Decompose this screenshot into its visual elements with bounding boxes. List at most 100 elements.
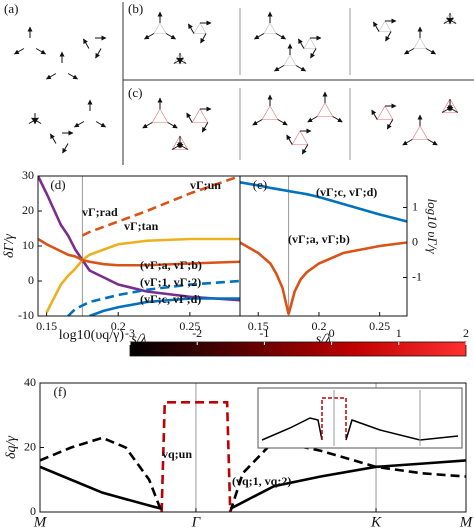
x-tick-label: Γ [191, 514, 202, 530]
y-axis-label: δq/γ [4, 436, 19, 459]
series-line [38, 237, 240, 267]
arrow [45, 73, 57, 80]
x-tick-label: 0.25 [369, 319, 390, 333]
triangle [291, 130, 309, 145]
arrow [142, 122, 153, 129]
arrow [173, 57, 184, 64]
inset-curve [345, 419, 459, 441]
triangle [303, 37, 317, 49]
arrow [28, 117, 39, 124]
triangle [153, 22, 167, 34]
series-line [240, 181, 407, 223]
colorbar [129, 341, 467, 357]
panel-label: (a) [4, 1, 18, 16]
series-line [89, 297, 240, 316]
y-tick-label: 40 [24, 375, 36, 389]
arrow [165, 33, 177, 40]
series-line [38, 176, 240, 302]
arrow [286, 134, 293, 145]
triangle [316, 102, 334, 117]
triangle [411, 125, 429, 140]
series-line [228, 439, 466, 512]
series-label: vΓ;tan [124, 219, 159, 233]
y-tick-label: 10 [22, 238, 34, 252]
arrow [301, 144, 309, 155]
panel-label: (f) [54, 384, 67, 399]
triangle [376, 105, 394, 120]
y-tick-label: 20 [24, 439, 36, 453]
arrow [275, 33, 287, 40]
arrow [167, 122, 178, 129]
arrow [201, 122, 209, 133]
series-label: (vΓ;1, vΓ;2) [140, 275, 201, 289]
series-label: vΓ;rad [82, 205, 118, 219]
colorbar-tick-label: 2 [463, 326, 469, 340]
arrow [186, 112, 193, 123]
arrow [83, 38, 90, 49]
arrow [252, 119, 263, 126]
arrow [298, 38, 305, 49]
arrow [310, 48, 317, 59]
panel-label: (e) [253, 177, 267, 192]
arrow [273, 65, 285, 72]
series-line [40, 436, 163, 512]
series-line [45, 237, 240, 314]
series-label: vq;un [162, 447, 192, 461]
inset [257, 387, 463, 449]
arrow [403, 48, 415, 55]
arrow [253, 33, 265, 40]
triangle [261, 105, 279, 120]
y2-tick-label: 0 [412, 234, 418, 248]
arrow [295, 65, 307, 72]
arrow [386, 119, 394, 130]
arrow [427, 139, 438, 146]
triangle [171, 135, 189, 150]
arrow [50, 133, 57, 144]
y2-tick-label: -1 [412, 269, 422, 283]
colorbar-tick-label: -1 [259, 326, 269, 340]
arrow [95, 121, 107, 128]
series-line [160, 401, 232, 512]
triangle [263, 22, 277, 34]
arrow [62, 143, 69, 154]
x-tick-label: M [459, 514, 474, 530]
x-tick-label: 0.2 [111, 319, 126, 333]
x-tick-label: 0.15 [36, 319, 57, 333]
triangle [151, 108, 169, 123]
series-label: (vΓ;a, vΓ;b) [288, 232, 350, 246]
y2-tick-label: 1 [412, 199, 418, 213]
series-line [229, 459, 466, 510]
arrow [95, 48, 102, 59]
plot-frame [39, 382, 467, 513]
colorbar-title: log10(υq/γ) [59, 328, 125, 343]
x-tick-label: 0.2 [311, 319, 326, 333]
plot-frame [37, 175, 241, 317]
triangle [378, 20, 392, 32]
y-axis-label: δΓ/γ [2, 234, 17, 258]
arrow [143, 33, 155, 40]
arrow [188, 23, 195, 34]
series-label: (vΓ;c, vΓ;d) [316, 185, 377, 199]
colorbar-tick-label: -2 [192, 326, 202, 340]
y-tick-label: 0 [28, 273, 34, 287]
arrow [443, 17, 454, 24]
colorbar-tick-label: 1 [396, 326, 402, 340]
y-tick-label: 20 [22, 203, 34, 217]
arrow [307, 116, 318, 123]
series-line [67, 279, 240, 316]
arrow [373, 21, 380, 32]
inset-frame [257, 387, 463, 449]
arrow [402, 139, 413, 146]
y-tick-label: 0 [30, 504, 36, 518]
series-label: (vΓ;c, vΓ;d) [140, 292, 201, 306]
arrow [371, 109, 378, 120]
arrow [425, 48, 437, 55]
plot-frame [239, 175, 408, 317]
x-tick-label: 0.15 [248, 319, 269, 333]
x-tick-label: K [370, 514, 382, 530]
arrow [13, 48, 25, 55]
series-label: (vΓ;a, vΓ;b) [140, 258, 202, 272]
inset-curve [261, 417, 323, 441]
